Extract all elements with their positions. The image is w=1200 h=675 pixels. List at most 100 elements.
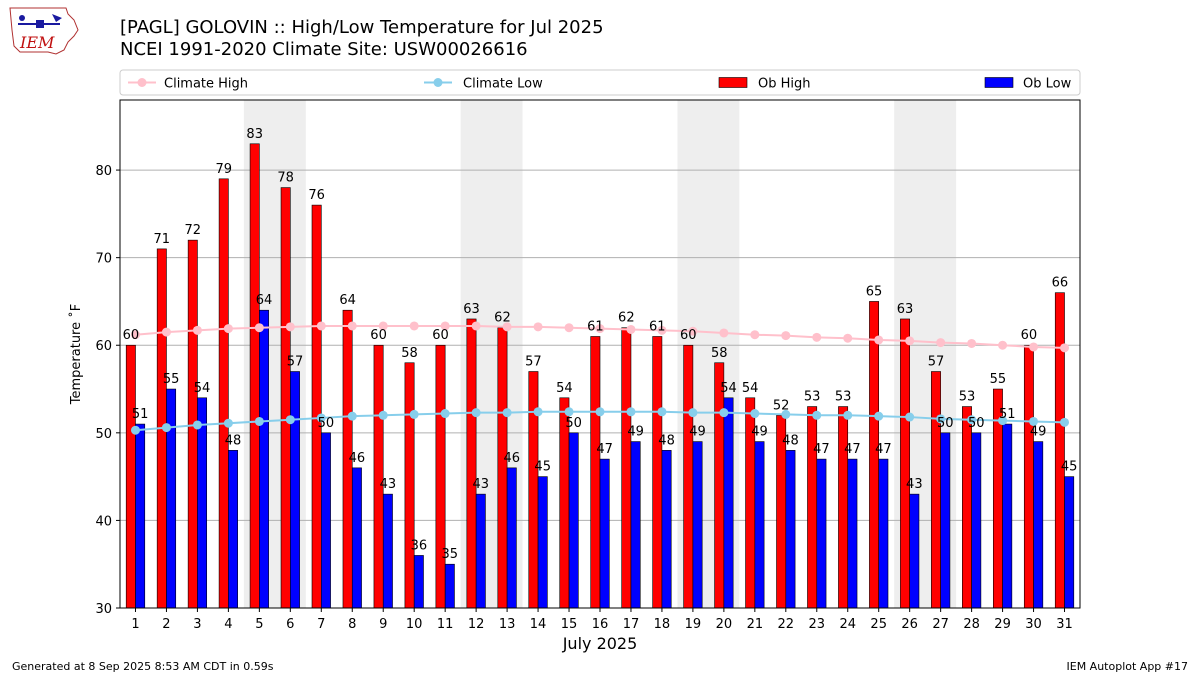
x-tick-label: 28 <box>963 617 980 632</box>
ob-low-label: 51 <box>132 407 149 422</box>
climate-high-point <box>874 335 884 345</box>
ob-low-label: 48 <box>225 433 242 448</box>
ob-low-bar <box>909 493 920 609</box>
y-tick-label: 60 <box>95 339 112 354</box>
ob-high-label: 79 <box>215 162 232 177</box>
ob-low-bar <box>816 458 827 609</box>
ob-low-bar <box>320 432 331 609</box>
ob-low-label: 54 <box>194 381 211 396</box>
climate-low-point <box>223 418 233 428</box>
ob-high-bar <box>807 406 818 609</box>
climate-high-point <box>130 330 140 340</box>
x-tick-label: 5 <box>255 617 263 632</box>
ob-low-label: 49 <box>689 425 706 440</box>
ob-high-label: 78 <box>277 171 294 186</box>
chart-subtitle: NCEI 1991-2020 Climate Site: USW00026616 <box>120 39 528 60</box>
climate-high-point <box>564 323 574 333</box>
climate-low-point <box>936 414 946 424</box>
legend-climate-low-label: Climate Low <box>463 77 543 92</box>
ob-high-bar <box>962 406 972 609</box>
ob-low-bar <box>228 450 238 609</box>
climate-high-point <box>378 321 388 331</box>
climate-low-point <box>843 410 853 420</box>
climate-low-point <box>1029 416 1039 426</box>
climate-low-point <box>905 412 915 422</box>
climate-low-point <box>471 408 481 418</box>
ob-high-label: 60 <box>370 328 387 343</box>
climate-low-point <box>254 416 264 426</box>
ob-high-bar <box>435 344 446 609</box>
climate-low-point <box>130 425 140 435</box>
ob-low-bar <box>878 458 889 609</box>
ob-low-label: 45 <box>1061 460 1078 475</box>
ob-high-bar <box>466 318 477 609</box>
x-tick-label: 14 <box>530 617 547 632</box>
ob-low-label: 48 <box>782 433 799 448</box>
ob-high-label: 64 <box>339 293 356 308</box>
climate-high-point <box>812 332 822 342</box>
ob-high-label: 83 <box>246 127 263 142</box>
climate-high-point <box>595 324 605 334</box>
climate-high-point <box>471 321 481 331</box>
x-tick-label: 24 <box>839 617 856 632</box>
ob-low-label: 43 <box>380 477 397 492</box>
ob-low-bar <box>475 493 486 609</box>
x-tick-label: 23 <box>809 617 826 632</box>
climate-low-point <box>626 407 636 417</box>
ob-low-bar <box>971 432 982 609</box>
x-tick-label: 11 <box>437 617 454 632</box>
ob-high-label: 60 <box>432 328 449 343</box>
ob-low-label: 43 <box>906 477 923 492</box>
ob-low-label: 49 <box>627 425 644 440</box>
ob-high-label: 52 <box>773 398 790 413</box>
climate-high-point <box>347 321 357 331</box>
climate-high-point <box>688 326 698 336</box>
ob-high-label: 53 <box>804 390 821 405</box>
ob-low-label: 54 <box>720 381 737 396</box>
x-tick-label: 3 <box>193 617 201 632</box>
ob-high-label: 62 <box>494 311 511 326</box>
x-tick-label: 25 <box>870 617 887 632</box>
legend-ob-low-label: Ob Low <box>1023 77 1072 92</box>
climate-low-point <box>564 407 574 417</box>
ob-high-bar <box>1023 344 1034 609</box>
ob-low-label: 47 <box>844 442 861 457</box>
ob-high-bar <box>528 371 539 609</box>
ob-high-label: 63 <box>897 302 914 317</box>
ob-high-label: 57 <box>928 355 945 370</box>
x-tick-label: 13 <box>499 617 516 632</box>
climate-low-point <box>719 408 729 418</box>
x-tick-label: 19 <box>685 617 702 632</box>
x-tick-label: 20 <box>716 617 733 632</box>
ob-low-bar <box>785 450 796 609</box>
ob-low-label: 50 <box>968 416 985 431</box>
ob-low-label: 57 <box>287 355 304 370</box>
x-tick-label: 18 <box>654 617 671 632</box>
climate-high-point <box>626 324 636 334</box>
climate-high-point <box>409 321 419 331</box>
ob-high-label: 66 <box>1052 276 1069 291</box>
ob-low-bar <box>382 493 393 609</box>
legend-ob-high-label: Ob High <box>758 77 811 92</box>
climate-low-point <box>1060 417 1070 427</box>
climate-low-point <box>285 415 295 425</box>
ob-high-bar <box>621 327 632 609</box>
climate-high-point <box>285 322 295 332</box>
y-tick-label: 40 <box>95 514 112 529</box>
ob-low-bar <box>135 423 146 609</box>
climate-low-point <box>657 407 667 417</box>
x-axis-label: July 2025 <box>562 634 638 653</box>
climate-high-point <box>316 321 326 331</box>
ob-low-bar <box>259 309 269 609</box>
climate-high-point <box>719 328 729 338</box>
climate-high-point <box>161 327 171 337</box>
ob-high-label: 71 <box>154 232 171 247</box>
ob-high-label: 60 <box>680 328 697 343</box>
ob-low-label: 47 <box>875 442 892 457</box>
ob-low-label: 45 <box>534 460 551 475</box>
ob-high-label: 76 <box>308 188 325 203</box>
ob-high-label: 58 <box>711 346 728 361</box>
y-tick-label: 30 <box>95 602 112 617</box>
ob-low-label: 55 <box>163 372 180 387</box>
ob-low-label: 50 <box>565 416 582 431</box>
